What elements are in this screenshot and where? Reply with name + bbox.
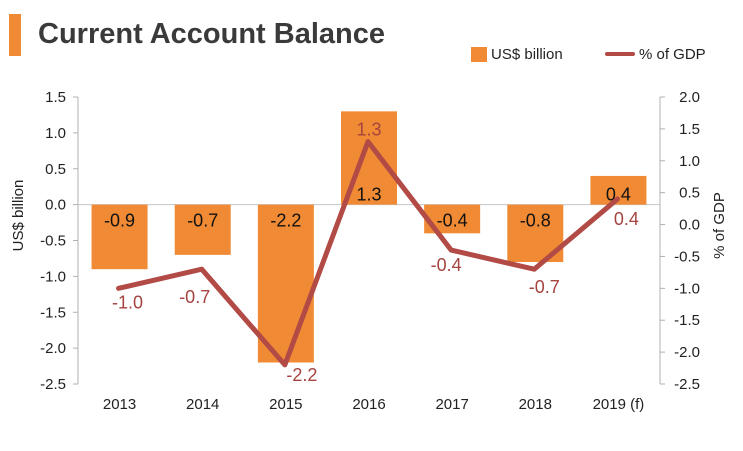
chart-title: Current Account Balance — [38, 18, 385, 50]
line-value-label: 1.3 — [356, 120, 381, 140]
legend-bar-swatch — [471, 46, 487, 62]
right-tick-label: 2.0 — [679, 89, 700, 106]
legend-item-bars: US$ billion — [471, 44, 563, 64]
x-tick-label: 2014 — [186, 396, 219, 413]
bar-value-label: -2.2 — [270, 211, 301, 231]
left-tick-label: 0.0 — [45, 197, 66, 214]
x-tick-label: 2019 (f) — [593, 396, 645, 413]
legend-item-line: % of GDP — [605, 44, 706, 64]
right-tick-label: -0.5 — [674, 248, 700, 265]
legend-line-label: % of GDP — [639, 45, 706, 63]
bar-value-label: -0.7 — [187, 211, 218, 231]
left-tick-label: -2.5 — [40, 376, 66, 393]
bar — [91, 204, 148, 270]
right-tick-label: 1.0 — [679, 153, 700, 170]
bar-value-label: 0.4 — [606, 185, 631, 205]
right-tick-label: -2.0 — [674, 344, 700, 361]
left-tick-label: 1.0 — [45, 125, 66, 142]
right-tick-label: 0.5 — [679, 185, 700, 202]
x-tick-label: 2017 — [435, 396, 468, 413]
left-tick-label: 1.5 — [45, 89, 66, 106]
gdp-line — [116, 139, 620, 368]
left-axis-title: US$ billion — [10, 180, 27, 252]
legend-line-swatch — [605, 52, 635, 56]
left-tick-label: -1.0 — [40, 268, 66, 285]
right-tick-label: 0.0 — [679, 217, 700, 234]
line-value-label: -0.7 — [529, 277, 560, 297]
x-tick-label: 2013 — [103, 396, 136, 413]
bar-value-label: 1.3 — [356, 185, 381, 205]
right-axis-title: % of GDP — [711, 192, 728, 259]
line-value-label: -2.2 — [286, 365, 317, 385]
right-tick-label: -1.5 — [674, 312, 700, 329]
left-tick-label: -1.5 — [40, 304, 66, 321]
bar — [257, 204, 314, 363]
right-tick-label: 1.5 — [679, 121, 700, 138]
line-value-label: 0.4 — [614, 209, 639, 229]
title-accent-bar — [9, 14, 21, 56]
x-tick-label: 2015 — [269, 396, 302, 413]
line-value-label: -1.0 — [112, 292, 143, 312]
left-tick-label: -0.5 — [40, 233, 66, 250]
x-tick-label: 2018 — [519, 396, 552, 413]
bar-value-label: -0.9 — [104, 211, 135, 231]
left-tick-label: -2.0 — [40, 340, 66, 357]
bar — [174, 204, 231, 255]
left-tick-label: 0.5 — [45, 161, 66, 178]
right-tick-label: -2.5 — [674, 376, 700, 393]
bar-value-label: -0.4 — [437, 211, 468, 231]
legend-bars-label: US$ billion — [491, 45, 563, 63]
line-value-label: -0.7 — [179, 287, 210, 307]
line-value-label: -0.4 — [431, 255, 462, 275]
bar-value-label: -0.8 — [520, 211, 551, 231]
right-tick-label: -1.0 — [674, 280, 700, 297]
x-tick-label: 2016 — [352, 396, 385, 413]
